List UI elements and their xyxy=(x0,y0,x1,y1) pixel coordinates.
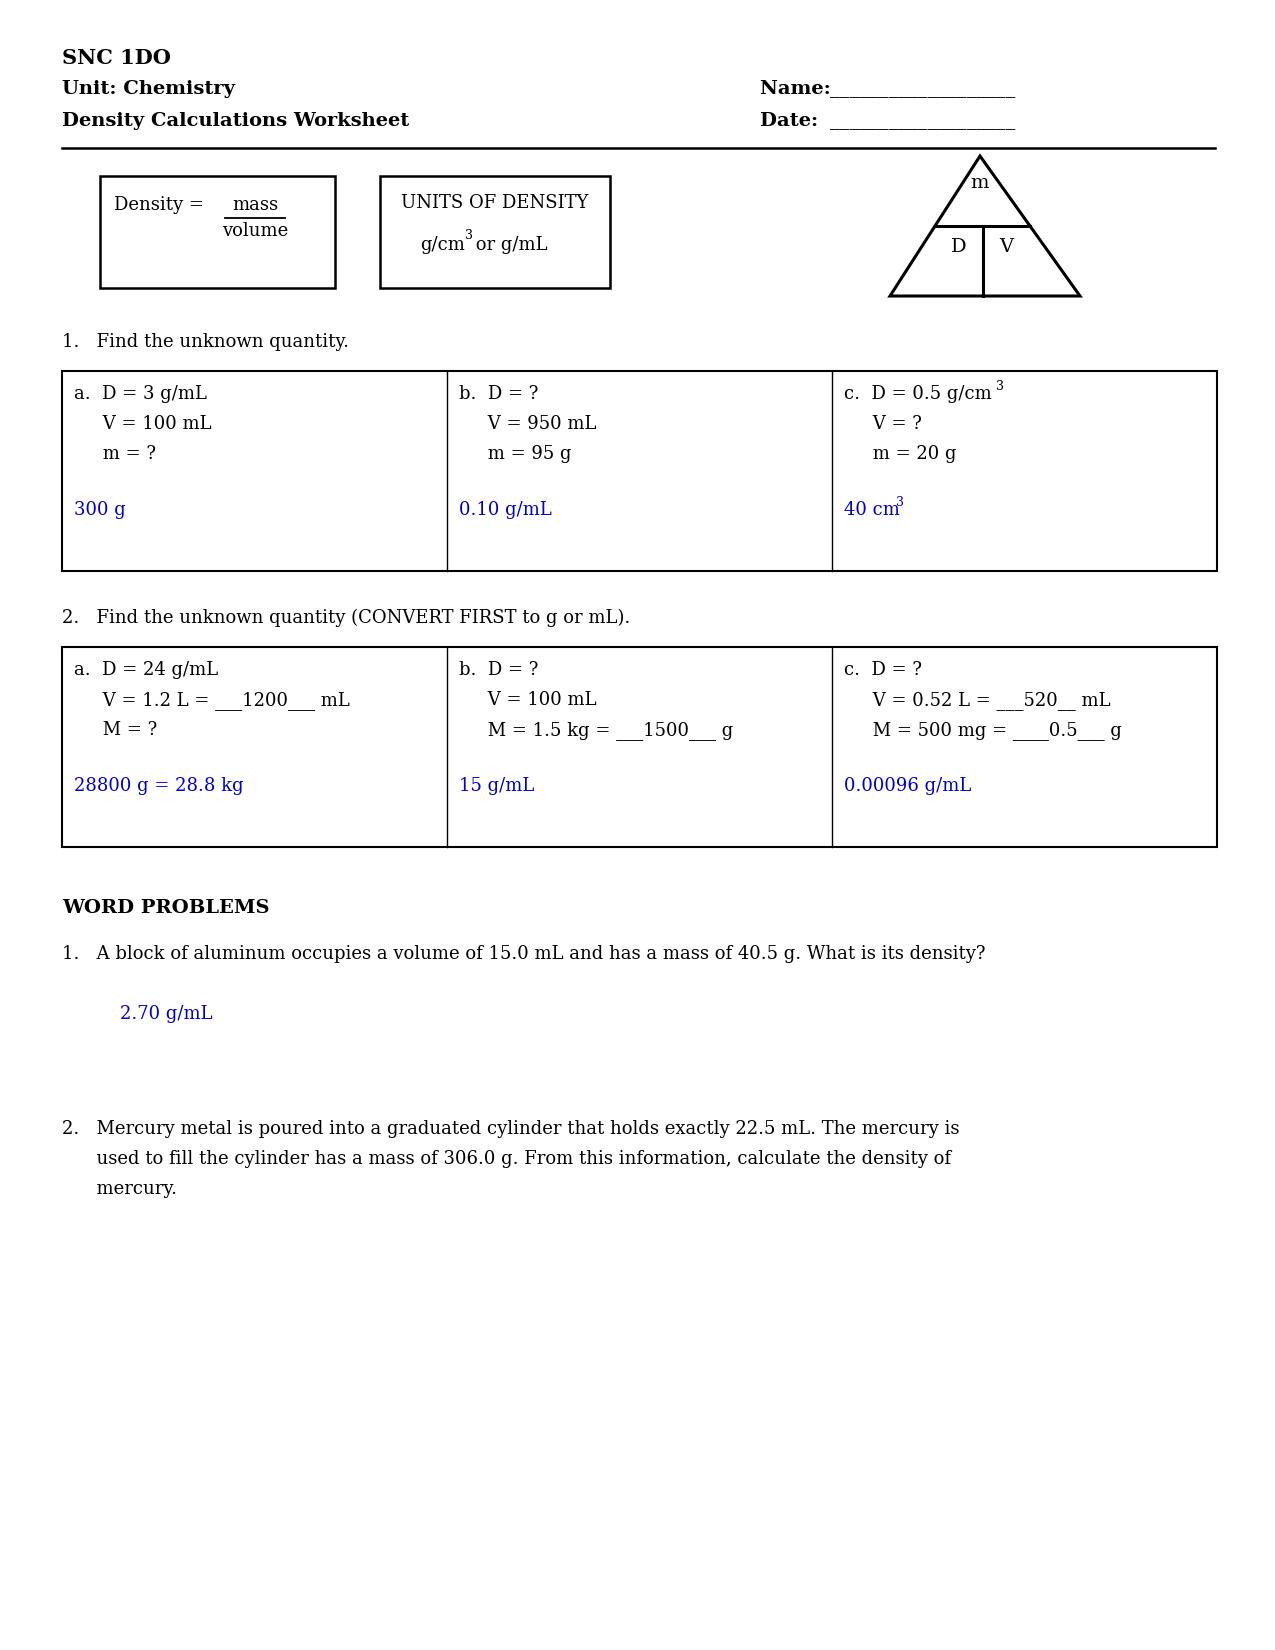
Bar xyxy=(62,647,1218,846)
Text: UNITS OF DENSITY: UNITS OF DENSITY xyxy=(402,195,589,211)
Text: WORD PROBLEMS: WORD PROBLEMS xyxy=(62,899,269,917)
Text: 15 g/mL: 15 g/mL xyxy=(459,777,534,795)
Text: V = 0.52 L = ___520__ mL: V = 0.52 L = ___520__ mL xyxy=(844,691,1111,710)
Text: Date:: Date: xyxy=(760,112,831,130)
Text: 3: 3 xyxy=(996,380,1003,393)
Text: c.  D = 0.5 g/cm: c. D = 0.5 g/cm xyxy=(844,384,992,403)
Text: Unit: Chemistry: Unit: Chemistry xyxy=(62,79,235,97)
Text: m = 95 g: m = 95 g xyxy=(459,446,571,464)
Text: m: m xyxy=(970,173,989,191)
Bar xyxy=(62,371,1218,571)
Text: 1.   A block of aluminum occupies a volume of 15.0 mL and has a mass of 40.5 g. : 1. A block of aluminum occupies a volume… xyxy=(62,945,986,964)
Text: c.  D = ?: c. D = ? xyxy=(844,662,922,680)
Text: 0.10 g/mL: 0.10 g/mL xyxy=(459,502,552,520)
Text: m = 20 g: m = 20 g xyxy=(844,446,956,464)
Text: ___________________: ___________________ xyxy=(830,112,1015,130)
Text: 1.   Find the unknown quantity.: 1. Find the unknown quantity. xyxy=(62,333,349,351)
Text: mercury.: mercury. xyxy=(62,1180,177,1198)
Text: M = 1.5 kg = ___1500___ g: M = 1.5 kg = ___1500___ g xyxy=(459,721,733,739)
Text: D: D xyxy=(951,238,966,256)
Text: M = ?: M = ? xyxy=(74,721,157,739)
Text: V = 100 mL: V = 100 mL xyxy=(459,691,597,710)
Text: b.  D = ?: b. D = ? xyxy=(459,662,538,680)
Text: ___________________: ___________________ xyxy=(830,79,1015,97)
Text: Name:: Name: xyxy=(760,79,838,97)
Text: mass: mass xyxy=(232,196,278,214)
Text: Density =: Density = xyxy=(113,196,209,214)
Text: a.  D = 24 g/mL: a. D = 24 g/mL xyxy=(74,662,218,680)
Text: V: V xyxy=(1000,238,1014,256)
Text: 28800 g = 28.8 kg: 28800 g = 28.8 kg xyxy=(74,777,244,795)
Text: V = ?: V = ? xyxy=(844,416,922,432)
Bar xyxy=(99,177,335,289)
Text: or g/mL: or g/mL xyxy=(470,236,547,254)
Text: V = 100 mL: V = 100 mL xyxy=(74,416,212,432)
Text: 2.70 g/mL: 2.70 g/mL xyxy=(120,1005,213,1023)
Text: V = 950 mL: V = 950 mL xyxy=(459,416,597,432)
Text: a.  D = 3 g/mL: a. D = 3 g/mL xyxy=(74,384,207,403)
Text: 3: 3 xyxy=(896,497,904,508)
Text: 2.   Find the unknown quantity (CONVERT FIRST to g or mL).: 2. Find the unknown quantity (CONVERT FI… xyxy=(62,609,630,627)
Text: 300 g: 300 g xyxy=(74,502,126,520)
Text: 0.00096 g/mL: 0.00096 g/mL xyxy=(844,777,972,795)
Text: 3: 3 xyxy=(465,229,473,243)
Text: m = ?: m = ? xyxy=(74,446,156,464)
Text: V = 1.2 L = ___1200___ mL: V = 1.2 L = ___1200___ mL xyxy=(74,691,349,710)
Bar xyxy=(380,177,609,289)
Text: Density Calculations Worksheet: Density Calculations Worksheet xyxy=(62,112,409,130)
Text: volume: volume xyxy=(222,223,288,239)
Text: used to fill the cylinder has a mass of 306.0 g. From this information, calculat: used to fill the cylinder has a mass of … xyxy=(62,1150,951,1168)
Text: SNC 1DO: SNC 1DO xyxy=(62,48,171,68)
Text: M = 500 mg = ____0.5___ g: M = 500 mg = ____0.5___ g xyxy=(844,721,1122,739)
Text: 2.   Mercury metal is poured into a graduated cylinder that holds exactly 22.5 m: 2. Mercury metal is poured into a gradua… xyxy=(62,1120,960,1138)
Text: 40 cm: 40 cm xyxy=(844,502,900,520)
Text: g/cm: g/cm xyxy=(421,236,465,254)
Text: b.  D = ?: b. D = ? xyxy=(459,384,538,403)
